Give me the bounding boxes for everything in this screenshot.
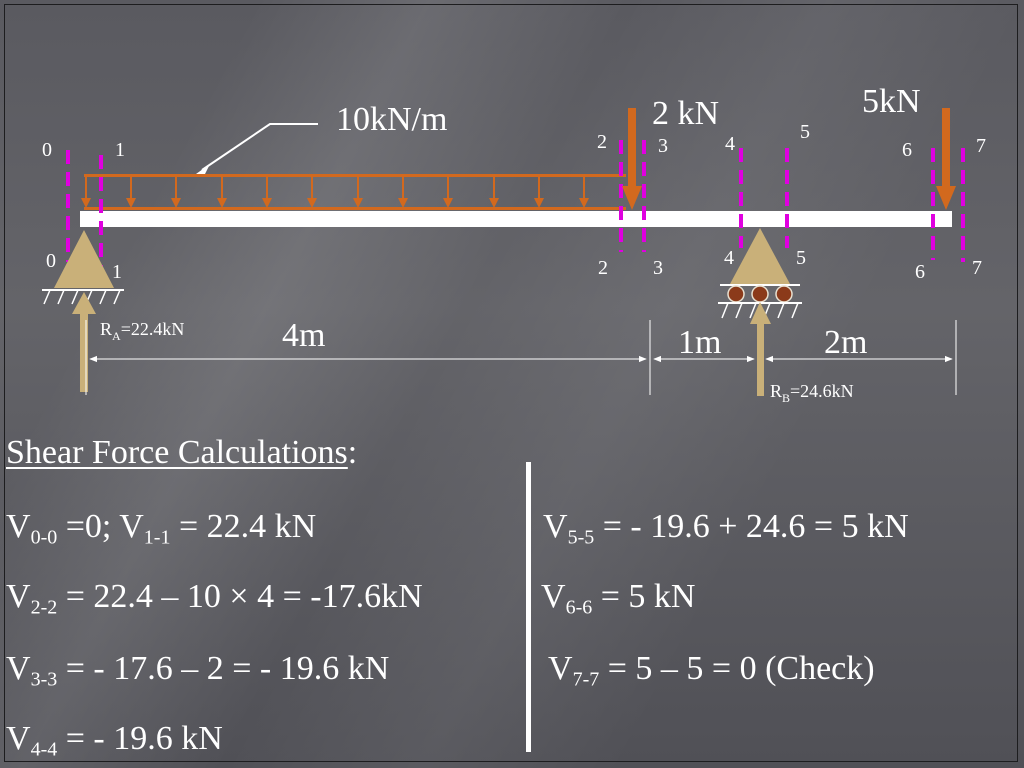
section-label-top-7: 7	[976, 135, 986, 157]
udl-arrow	[353, 177, 363, 208]
equation-v3: V3-3 = - 17.6 – 2 = - 19.6 kN	[6, 650, 390, 691]
section-label-top-1: 1	[115, 139, 125, 161]
udl-arrow	[262, 177, 272, 208]
section-cuts	[66, 140, 965, 282]
equation-v4: V4-4 = - 19.6 kN	[6, 720, 223, 761]
point-load-2kn-label: 2 kN	[652, 95, 719, 132]
udl-leader-arrowhead	[196, 164, 210, 176]
equation-v0-v1: V0-0 =0; V1-1 = 22.4 kN	[6, 508, 317, 549]
section-label-bottom-1: 1	[112, 261, 122, 283]
section-labels-top: 0 1 2 3 4 5 6 7	[42, 121, 986, 161]
section-labels-bottom: 0 1 2 3 4 5 6 7	[46, 247, 982, 283]
section-label-bottom-2: 2	[598, 257, 608, 279]
udl-top-line	[84, 174, 626, 177]
equation-v7: V7-7 = 5 – 5 = 0 (Check)	[548, 650, 875, 691]
udl-leader-line	[201, 123, 318, 171]
reaction-a-arrow	[72, 292, 96, 392]
udl-arrow	[171, 177, 181, 208]
dimension-label-2m: 2m	[824, 324, 867, 361]
equation-v5: V5-5 = - 19.6 + 24.6 = 5 kN	[543, 508, 909, 549]
reaction-b-label: RB=24.6kN	[770, 381, 854, 405]
udl-label: 10kN/m	[336, 101, 447, 138]
section-label-top-4: 4	[725, 133, 735, 155]
slide-frame	[4, 4, 1018, 762]
section-label-top-3: 3	[658, 135, 668, 157]
roller-support-b	[730, 228, 790, 284]
equation-v6: V6-6 = 5 kN	[541, 578, 696, 619]
section-label-bottom-5: 5	[796, 247, 806, 269]
calculations-title-colon: :	[347, 434, 358, 471]
column-divider	[526, 462, 531, 752]
section-label-bottom-7: 7	[972, 257, 982, 279]
udl-arrow	[81, 177, 91, 208]
udl-arrow	[126, 177, 136, 208]
udl-arrow	[443, 177, 453, 208]
section-label-top-2: 2	[597, 131, 607, 153]
calculations-title-text: Shear Force Calculations	[6, 434, 348, 471]
udl-arrow	[217, 177, 227, 208]
section-label-top-5: 5	[800, 121, 810, 143]
equation-v2: V2-2 = 22.4 – 10 × 4 = -17.6kN	[6, 578, 423, 619]
section-label-bottom-0: 0	[46, 250, 56, 272]
beam-diagram: 10kN/m 2 kN 5kN 4m 1m 2m RA=22.4kN RB=24…	[42, 83, 986, 405]
section-label-bottom-3: 3	[653, 257, 663, 279]
reaction-b-arrow	[750, 302, 771, 396]
dimension-label-1m: 1m	[678, 324, 721, 361]
point-load-2kn-arrow	[622, 108, 642, 210]
udl-arrow	[489, 177, 499, 208]
point-load-5kn-arrow	[936, 108, 956, 210]
udl-arrow	[534, 177, 544, 208]
section-label-top-0: 0	[42, 139, 52, 161]
support-b-rollers	[727, 285, 793, 303]
udl-arrow	[579, 177, 589, 208]
section-label-bottom-4: 4	[724, 247, 734, 269]
section-label-top-6: 6	[902, 139, 912, 161]
udl-arrow	[398, 177, 408, 208]
dimension-label-4m: 4m	[282, 317, 325, 354]
udl-arrow	[307, 177, 317, 208]
calculations-title: Shear Force Calculations:	[6, 436, 357, 470]
support-b-hatch	[721, 302, 799, 319]
point-load-5kn-label: 5kN	[862, 83, 921, 120]
section-label-bottom-6: 6	[915, 261, 925, 283]
reaction-a-label: RA=22.4kN	[100, 319, 184, 343]
pin-support-a	[54, 230, 114, 288]
udl-bottom-line	[84, 207, 626, 210]
udl-arrows	[81, 177, 589, 208]
beam	[80, 211, 952, 227]
